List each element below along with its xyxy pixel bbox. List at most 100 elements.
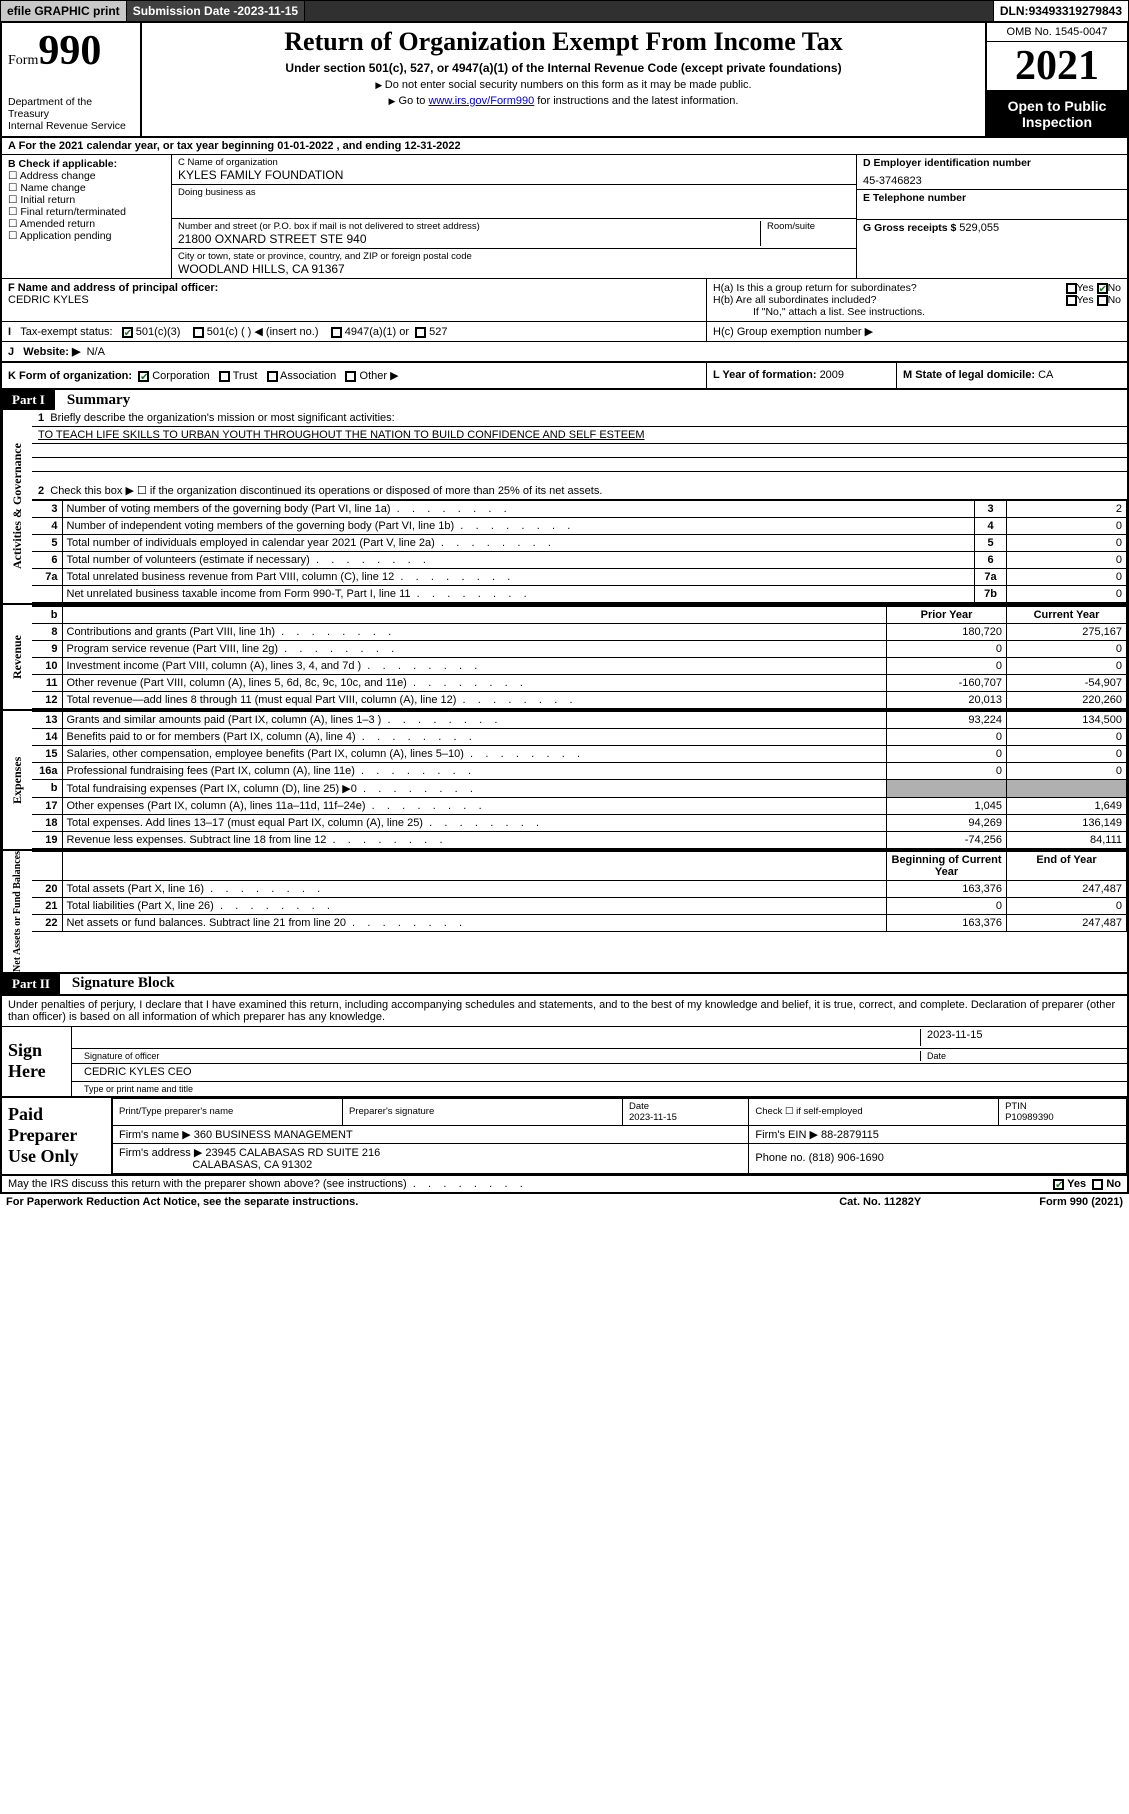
row-num: [32, 586, 62, 603]
note2-post: for instructions and the latest informat…: [534, 95, 738, 107]
omb-number: OMB No. 1545-0047: [987, 23, 1127, 42]
mission-blank-2: [32, 458, 1127, 472]
row-num: [32, 852, 62, 881]
c-name-value: KYLES FAMILY FOUNDATION: [178, 168, 850, 182]
k-assoc[interactable]: [267, 371, 278, 382]
row-desc: Net assets or fund balances. Subtract li…: [62, 915, 887, 932]
vtab-revenue: Revenue: [2, 605, 32, 709]
row-current: 0: [1007, 658, 1127, 675]
row-current: 0: [1007, 898, 1127, 915]
note2-pre: Go to: [399, 95, 429, 107]
part-i-header: Part I Summary: [0, 390, 1129, 410]
top-bar: efile GRAPHIC print Submission Date - 20…: [0, 0, 1129, 22]
row-prior: 93,224: [887, 712, 1007, 729]
paid-hdr-row: Print/Type preparer's name Preparer's si…: [113, 1098, 1127, 1125]
paid-h-name: Print/Type preparer's name: [113, 1098, 343, 1125]
efile-label: efile GRAPHIC print: [1, 1, 127, 21]
a-pre: For the 2021 calendar year, or tax year …: [19, 140, 278, 152]
row-desc: Total assets (Part X, line 16): [62, 881, 887, 898]
paid-firm-name: Firm's name ▶ 360 BUSINESS MANAGEMENT: [113, 1125, 749, 1143]
discuss-row: May the IRS discuss this return with the…: [0, 1176, 1129, 1194]
paid-h-date: Date2023-11-15: [623, 1098, 749, 1125]
chk-initial-return[interactable]: ☐ Initial return: [8, 194, 165, 206]
table-row: 16a Professional fundraising fees (Part …: [32, 763, 1127, 780]
row-val: 0: [1007, 535, 1127, 552]
c-city-value: WOODLAND HILLS, CA 91367: [178, 262, 850, 276]
sig-officer-label-row: Signature of officer Date: [72, 1049, 1127, 1064]
hb-yes-label: Yes: [1077, 294, 1094, 306]
paid-phone: Phone no. (818) 906-1690: [749, 1143, 1127, 1173]
i-4947[interactable]: [331, 327, 342, 338]
a-begin: 01-01-2022: [277, 140, 333, 152]
chk-final-return[interactable]: ☐ Final return/terminated: [8, 206, 165, 218]
sig-date-label: Date: [921, 1051, 1121, 1061]
k-other[interactable]: [345, 371, 356, 382]
i-527[interactable]: [415, 327, 426, 338]
discuss-no-label: No: [1106, 1178, 1121, 1190]
e-label: E Telephone number: [863, 192, 1121, 204]
row-desc: Net unrelated business taxable income fr…: [62, 586, 975, 603]
row-prior: 163,376: [887, 915, 1007, 932]
row-num: 5: [32, 535, 62, 552]
ha-no[interactable]: [1097, 283, 1108, 294]
row-val: 0: [1007, 569, 1127, 586]
paid-firm-addr: Firm's address ▶ 23945 CALABASAS RD SUIT…: [113, 1143, 749, 1173]
sig-name-label: Type or print name and title: [78, 1084, 1121, 1094]
row-num: 11: [32, 675, 62, 692]
f-label: F Name and address of principal officer:: [8, 282, 218, 294]
header-mid: Return of Organization Exempt From Incom…: [142, 23, 987, 136]
k-form-org: K Form of organization: Corporation Trus…: [2, 363, 707, 388]
sign-here-row: Sign Here 2023-11-15 Signature of office…: [2, 1027, 1127, 1096]
hb-no-label: No: [1108, 294, 1121, 306]
row-prior: 180,720: [887, 624, 1007, 641]
row-prior: 0: [887, 746, 1007, 763]
k-trust[interactable]: [219, 371, 230, 382]
row-desc: Investment income (Part VIII, column (A)…: [62, 658, 887, 675]
dept-treasury: Department of the Treasury Internal Reve…: [8, 96, 134, 132]
chk-address-change[interactable]: ☐ Address change: [8, 170, 165, 182]
paid-firm-row: Firm's name ▶ 360 BUSINESS MANAGEMENT Fi…: [113, 1125, 1127, 1143]
discuss-yes[interactable]: [1053, 1179, 1064, 1190]
line2-num: 2: [38, 485, 44, 497]
row-val: 2: [1007, 501, 1127, 518]
paid-date-val: 2023-11-15: [629, 1112, 677, 1123]
line2-label: Check this box ▶ ☐ if the organization d…: [50, 485, 602, 497]
chk-amended-return-label: Amended return: [20, 218, 95, 230]
table-row: 19 Revenue less expenses. Subtract line …: [32, 832, 1127, 849]
hb-yes[interactable]: [1066, 295, 1077, 306]
chk-application-pending[interactable]: ☐ Application pending: [8, 230, 165, 242]
d-value: 45-3746823: [863, 169, 1121, 187]
k-corp[interactable]: [138, 371, 149, 382]
col-c: C Name of organization KYLES FAMILY FOUN…: [172, 155, 857, 278]
chk-name-change[interactable]: ☐ Name change: [8, 182, 165, 194]
table-row: 5 Total number of individuals employed i…: [32, 535, 1127, 552]
l-label: L Year of formation:: [713, 369, 820, 381]
ha-yes-label: Yes: [1077, 282, 1094, 294]
submission-date-label: Submission Date -: [133, 4, 238, 18]
row-num: 7a: [32, 569, 62, 586]
i-501c[interactable]: [193, 327, 204, 338]
cat-no: Cat. No. 11282Y: [839, 1196, 1039, 1208]
sig-name-value: CEDRIC KYLES CEO: [78, 1066, 1121, 1079]
hb-no[interactable]: [1097, 295, 1108, 306]
row-desc: Total expenses. Add lines 13–17 (must eq…: [62, 815, 887, 832]
row-prior: -160,707: [887, 675, 1007, 692]
discuss-no[interactable]: [1092, 1179, 1103, 1190]
rev-table: b Prior Year Current Year8 Contributions…: [32, 605, 1127, 709]
k-other-label: Other ▶: [360, 370, 399, 382]
row-num: 17: [32, 798, 62, 815]
row-desc: Salaries, other compensation, employee b…: [62, 746, 887, 763]
i-501c3[interactable]: [122, 327, 133, 338]
f-value: CEDRIC KYLES: [8, 294, 89, 306]
irs-link[interactable]: www.irs.gov/Form990: [428, 95, 534, 107]
row-desc: Other expenses (Part IX, column (A), lin…: [62, 798, 887, 815]
row-desc: Total number of individuals employed in …: [62, 535, 975, 552]
ha-no-label: No: [1108, 282, 1121, 294]
chk-amended-return[interactable]: ☐ Amended return: [8, 218, 165, 230]
ha-yes[interactable]: [1066, 283, 1077, 294]
sig-officer-row: 2023-11-15: [72, 1027, 1127, 1049]
k-trust-label: Trust: [233, 370, 258, 382]
row-val: 0: [1007, 586, 1127, 603]
sign-fields: 2023-11-15 Signature of officer Date CED…: [72, 1027, 1127, 1096]
c-dba-label: Doing business as: [178, 187, 850, 198]
